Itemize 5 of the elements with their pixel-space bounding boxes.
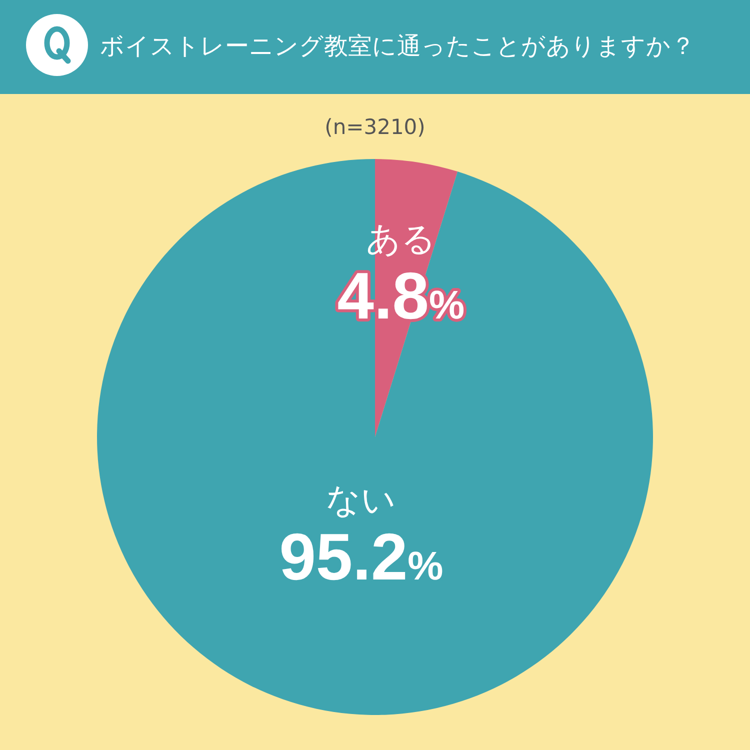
pie-slice <box>97 159 653 715</box>
slice-label: ない <box>326 480 396 521</box>
data-label: 95.2% <box>279 520 444 594</box>
chart-subtitle: (n=3210) <box>324 115 426 139</box>
chart-title: ボイストレーニング教室に通ったことがありますか？ <box>100 32 695 60</box>
